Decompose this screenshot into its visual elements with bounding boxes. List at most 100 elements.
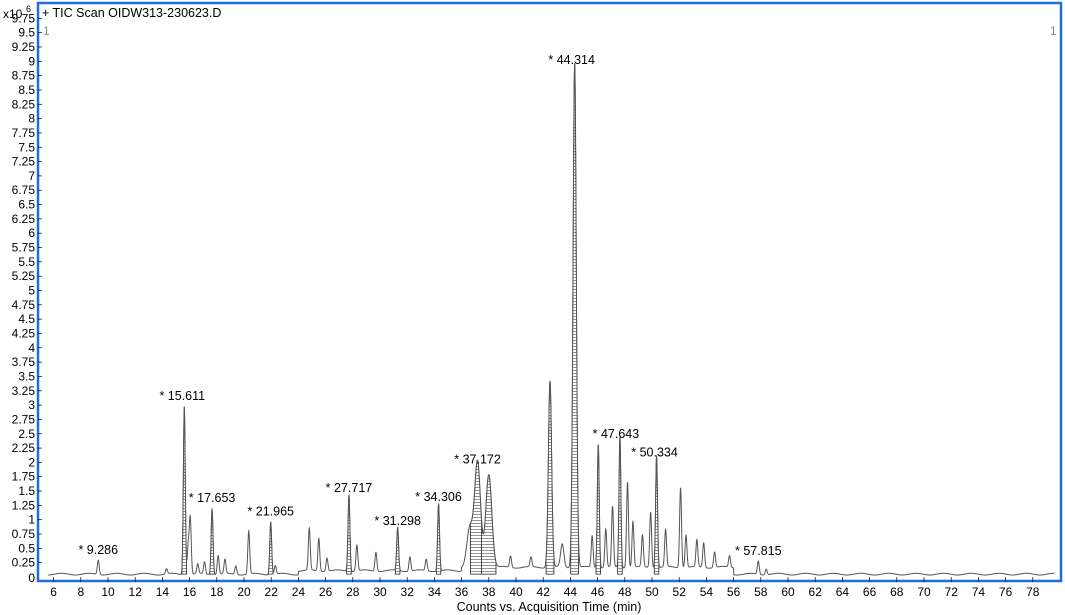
x-tick-label: 62 bbox=[809, 585, 823, 599]
x-tick-label: 48 bbox=[618, 585, 632, 599]
x-tick-label: 54 bbox=[700, 585, 714, 599]
x-tick-label: 50 bbox=[645, 585, 659, 599]
x-tick-label: 74 bbox=[972, 585, 986, 599]
x-tick-label: 64 bbox=[836, 585, 850, 599]
y-tick-label: 0.5 bbox=[18, 541, 35, 555]
x-tick-label: 38 bbox=[482, 585, 496, 599]
x-axis-title: Counts vs. Acquisition Time (min) bbox=[457, 600, 642, 614]
x-tick-label: 66 bbox=[863, 585, 877, 599]
y-tick-label: 8 bbox=[28, 112, 35, 126]
y-tick-label-zero: 0 bbox=[28, 571, 35, 585]
x-tick-label: 58 bbox=[754, 585, 768, 599]
peak-label: * 27.717 bbox=[326, 481, 373, 495]
x-tick-label: 10 bbox=[101, 585, 115, 599]
tic-trace bbox=[48, 63, 1055, 576]
x-tick-label: 20 bbox=[237, 585, 251, 599]
y-tick-label: 3.25 bbox=[12, 384, 36, 398]
y-tick-label: 0.75 bbox=[12, 527, 36, 541]
y-tick-label: 4.75 bbox=[12, 298, 36, 312]
x-tick-label: 46 bbox=[591, 585, 605, 599]
peak-label: * 50.334 bbox=[631, 445, 678, 459]
peak-label: * 17.653 bbox=[189, 491, 236, 505]
y-tick-label: 9.25 bbox=[12, 40, 36, 54]
x-tick-label: 76 bbox=[999, 585, 1013, 599]
x-tick-label: 22 bbox=[265, 585, 279, 599]
peak-label: * 9.286 bbox=[78, 543, 118, 557]
x-tick-label: 34 bbox=[428, 585, 442, 599]
x-tick-label: 70 bbox=[917, 585, 931, 599]
x-tick-label: 32 bbox=[401, 585, 415, 599]
x-tick-label: 56 bbox=[727, 585, 741, 599]
y-tick-label: 7.25 bbox=[12, 155, 36, 169]
x-tick-label: 72 bbox=[945, 585, 959, 599]
y-tick-label: 3.5 bbox=[18, 369, 35, 383]
x-tick-label: 12 bbox=[129, 585, 143, 599]
y-tick-label: 8.25 bbox=[12, 97, 36, 111]
y-tick-label: 1.75 bbox=[12, 470, 36, 484]
x-tick-label: 6 bbox=[50, 585, 57, 599]
y-tick-label: 9.75 bbox=[12, 11, 36, 25]
y-axis-multiplier: x10 bbox=[3, 7, 23, 21]
y-tick-label: 5.25 bbox=[12, 269, 36, 283]
panel-index-left: 1 bbox=[43, 24, 50, 38]
x-tick-label: 18 bbox=[210, 585, 224, 599]
x-tick-label: 78 bbox=[1026, 585, 1040, 599]
x-tick-label: 8 bbox=[77, 585, 84, 599]
x-tick-label: 68 bbox=[890, 585, 904, 599]
y-tick-label: 1.25 bbox=[12, 498, 36, 512]
y-tick-label: 2.5 bbox=[18, 427, 35, 441]
y-tick-label: 3.75 bbox=[12, 355, 36, 369]
y-tick-label: 7 bbox=[28, 169, 35, 183]
y-tick-label: 8.5 bbox=[18, 83, 35, 97]
y-tick-label: 7.5 bbox=[18, 140, 35, 154]
x-tick-label: 24 bbox=[292, 585, 306, 599]
y-tick-label: 0.25 bbox=[12, 556, 36, 570]
y-tick-label: 6.5 bbox=[18, 198, 35, 212]
y-axis: 0.250.50.7511.251.51.7522.252.52.7533.25… bbox=[12, 11, 42, 570]
x-tick-label: 26 bbox=[319, 585, 333, 599]
y-tick-label: 9 bbox=[28, 54, 35, 68]
y-tick-label: 1 bbox=[28, 513, 35, 527]
y-tick-label: 7.75 bbox=[12, 126, 36, 140]
y-tick-label: 2.75 bbox=[12, 412, 36, 426]
peak-label: * 15.611 bbox=[159, 389, 205, 403]
y-tick-label: 4.5 bbox=[18, 312, 35, 326]
y-tick-label: 2 bbox=[28, 455, 35, 469]
y-tick-label: 6.75 bbox=[12, 183, 36, 197]
x-tick-label: 40 bbox=[509, 585, 523, 599]
chart-title: + TIC Scan OIDW313-230623.D bbox=[42, 6, 221, 20]
y-tick-label: 6.25 bbox=[12, 212, 36, 226]
peak-label: * 31.298 bbox=[374, 514, 421, 528]
y-tick-label: 3 bbox=[28, 398, 35, 412]
peak-labels: * 9.286 * 15.611 * 17.653 * 21.965 * 27.717 *… bbox=[78, 53, 781, 558]
peak-label: * 57.815 bbox=[735, 544, 782, 558]
y-tick-label: 1.5 bbox=[18, 484, 35, 498]
y-axis-exponent: 6 bbox=[26, 4, 31, 14]
x-tick-label: 42 bbox=[537, 585, 551, 599]
peak-label: * 47.643 bbox=[593, 427, 640, 441]
x-tick-label: 14 bbox=[156, 585, 170, 599]
x-tick-label: 30 bbox=[373, 585, 387, 599]
y-tick-label: 5.75 bbox=[12, 241, 36, 255]
x-tick-label: 60 bbox=[781, 585, 795, 599]
y-tick-label: 6 bbox=[28, 226, 35, 240]
y-tick-label: 9.5 bbox=[18, 26, 35, 40]
y-tick-label: 8.75 bbox=[12, 69, 36, 83]
y-tick-label: 5.5 bbox=[18, 255, 35, 269]
x-axis: 6 8 10 12 14 16 18 20 22 24 26 28 30 32 34 36 38 40 42 44 46… bbox=[50, 577, 1040, 599]
y-tick-label: 5 bbox=[28, 284, 35, 298]
x-tick-label: 36 bbox=[455, 585, 469, 599]
y-tick-label: 4 bbox=[28, 341, 35, 355]
x-tick-label: 52 bbox=[673, 585, 687, 599]
x-tick-label: 28 bbox=[346, 585, 360, 599]
x-tick-label: 44 bbox=[564, 585, 578, 599]
peak-label: * 44.314 bbox=[548, 53, 595, 67]
x-tick-label: 16 bbox=[183, 585, 197, 599]
peak-label: * 21.965 bbox=[247, 504, 294, 518]
y-tick-label: 4.25 bbox=[12, 326, 36, 340]
y-tick-label: 2.25 bbox=[12, 441, 36, 455]
peak-label: * 37.172 bbox=[454, 452, 501, 466]
peak-label: * 34.306 bbox=[415, 490, 462, 504]
